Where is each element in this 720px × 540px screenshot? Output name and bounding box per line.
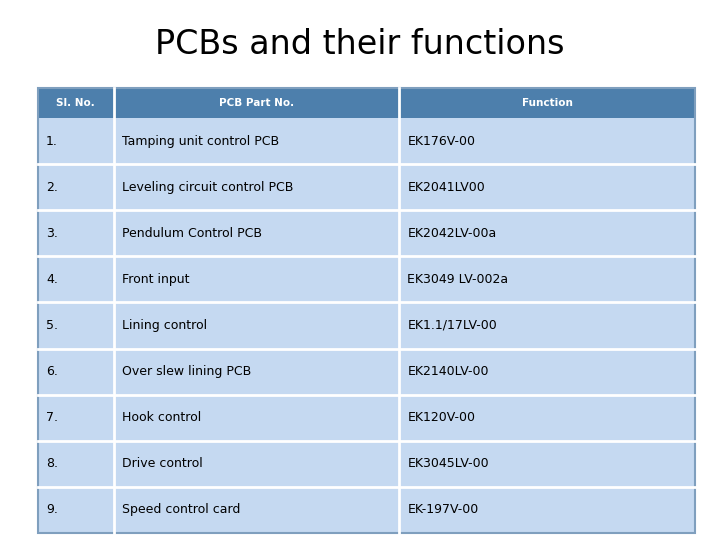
Bar — [400, 302, 695, 348]
Text: Lining control: Lining control — [122, 319, 207, 332]
Text: EK1.1/17LV-00: EK1.1/17LV-00 — [408, 319, 497, 332]
Text: EK2042LV-00a: EK2042LV-00a — [408, 227, 497, 240]
Text: 3.: 3. — [46, 227, 58, 240]
Bar — [400, 118, 695, 164]
Text: EK2140LV-00: EK2140LV-00 — [408, 365, 489, 378]
Text: 7.: 7. — [46, 411, 58, 424]
Bar — [400, 395, 695, 441]
Bar — [114, 395, 400, 441]
Text: 9.: 9. — [46, 503, 58, 516]
Text: EK2041LV00: EK2041LV00 — [408, 181, 485, 194]
Bar — [400, 164, 695, 210]
Bar — [114, 441, 400, 487]
Text: 1.: 1. — [46, 134, 58, 147]
Bar — [400, 487, 695, 533]
Text: EK-197V-00: EK-197V-00 — [408, 503, 479, 516]
Text: Speed control card: Speed control card — [122, 503, 240, 516]
Text: EK3049 LV-002a: EK3049 LV-002a — [408, 273, 508, 286]
Bar — [38, 88, 114, 118]
Bar — [114, 118, 400, 164]
Bar — [38, 302, 114, 348]
Text: 5.: 5. — [46, 319, 58, 332]
Bar — [114, 256, 400, 302]
Bar — [114, 210, 400, 256]
Text: Leveling circuit control PCB: Leveling circuit control PCB — [122, 181, 293, 194]
Bar — [114, 164, 400, 210]
Text: 8.: 8. — [46, 457, 58, 470]
Text: Pendulum Control PCB: Pendulum Control PCB — [122, 227, 261, 240]
Bar — [400, 441, 695, 487]
Bar — [38, 395, 114, 441]
Text: Hook control: Hook control — [122, 411, 201, 424]
Bar — [114, 302, 400, 348]
Bar — [400, 348, 695, 395]
Text: Tamping unit control PCB: Tamping unit control PCB — [122, 134, 279, 147]
Text: Front input: Front input — [122, 273, 189, 286]
Bar — [38, 256, 114, 302]
Bar — [38, 118, 114, 164]
Text: Drive control: Drive control — [122, 457, 202, 470]
Text: EK176V-00: EK176V-00 — [408, 134, 475, 147]
Text: Function: Function — [522, 98, 572, 108]
Bar — [114, 88, 400, 118]
Text: PCBs and their functions: PCBs and their functions — [156, 28, 564, 60]
Bar — [400, 210, 695, 256]
Text: 4.: 4. — [46, 273, 58, 286]
Bar — [114, 348, 400, 395]
Bar — [38, 210, 114, 256]
Bar — [38, 88, 695, 533]
Text: 2.: 2. — [46, 181, 58, 194]
Bar — [38, 487, 114, 533]
Text: EK3045LV-00: EK3045LV-00 — [408, 457, 489, 470]
Text: EK120V-00: EK120V-00 — [408, 411, 475, 424]
Bar — [38, 441, 114, 487]
Text: PCB Part No.: PCB Part No. — [219, 98, 294, 108]
Text: Sl. No.: Sl. No. — [56, 98, 95, 108]
Bar — [114, 487, 400, 533]
Text: Over slew lining PCB: Over slew lining PCB — [122, 365, 251, 378]
Bar — [38, 164, 114, 210]
Bar — [400, 88, 695, 118]
Bar — [38, 348, 114, 395]
Bar — [400, 256, 695, 302]
Text: 6.: 6. — [46, 365, 58, 378]
